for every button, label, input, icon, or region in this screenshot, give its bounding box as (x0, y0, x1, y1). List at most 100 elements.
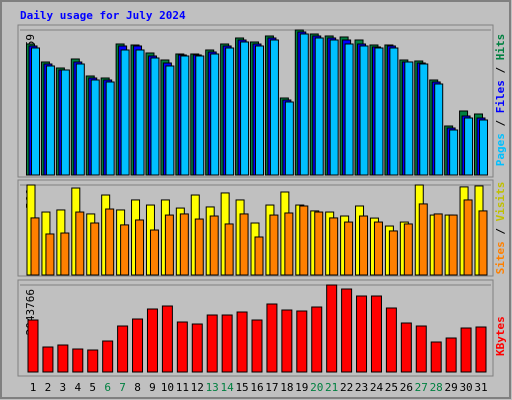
bar (448, 214, 458, 276)
x-tick-label: 10 (161, 381, 174, 394)
bar (374, 47, 384, 176)
bar (30, 217, 40, 276)
bar (311, 306, 323, 373)
bar (299, 205, 309, 276)
bar (400, 322, 412, 373)
bar (341, 288, 353, 373)
bar (45, 65, 55, 176)
bar (370, 295, 382, 373)
x-tick-label: 29 (445, 381, 458, 394)
x-tick-label: 22 (340, 381, 353, 394)
bar (389, 47, 399, 176)
bar (329, 39, 339, 176)
legend-entry: KBytes (494, 316, 507, 356)
bar (180, 55, 190, 176)
bar (329, 217, 339, 276)
x-tick-label: 30 (459, 381, 472, 394)
bar (191, 323, 203, 373)
bar (146, 308, 158, 373)
bar (117, 325, 129, 373)
bar (225, 47, 235, 176)
bar (42, 346, 54, 373)
bar (251, 319, 263, 373)
bar (269, 214, 279, 276)
x-tick-label: 24 (370, 381, 384, 394)
bar (120, 49, 130, 176)
legend-entry: Hits (494, 34, 507, 61)
chart-title: Daily usage for July 2024 (20, 9, 186, 22)
legend-entry: Visits (494, 182, 507, 222)
bar (415, 325, 427, 373)
x-tick-label: 23 (355, 381, 368, 394)
bar (284, 212, 294, 276)
bar (236, 311, 248, 373)
bar (449, 129, 459, 176)
bar (210, 53, 220, 176)
bar (434, 83, 444, 176)
bar (90, 79, 100, 176)
bar (359, 45, 369, 176)
bar (75, 211, 85, 276)
legend: Pages / Files / Hits (494, 34, 507, 167)
bar (404, 61, 414, 176)
bar (284, 101, 294, 176)
bar (254, 236, 264, 276)
x-tick-label: 19 (295, 381, 308, 394)
bar (359, 215, 369, 276)
bar (31, 47, 40, 176)
bar (478, 210, 488, 276)
bar (195, 55, 205, 176)
bar (102, 340, 114, 373)
x-tick-label: 5 (89, 381, 96, 394)
bar (87, 349, 99, 373)
x-tick-label: 16 (250, 381, 263, 394)
bar (239, 213, 249, 276)
bar (296, 310, 308, 373)
x-tick-label: 17 (265, 381, 278, 394)
bar (57, 344, 69, 373)
bar (209, 215, 219, 276)
bar (90, 222, 100, 276)
bar (479, 119, 488, 176)
bar (314, 211, 324, 276)
bar (224, 223, 234, 276)
x-tick-label: 4 (74, 381, 81, 394)
x-tick-label: 25 (385, 381, 398, 394)
x-tick-label: 14 (221, 381, 235, 394)
bar (445, 337, 457, 373)
bar (475, 326, 487, 373)
bar (460, 327, 472, 373)
bar (135, 219, 145, 276)
bar (344, 221, 354, 276)
bar (45, 233, 55, 276)
x-tick-label: 13 (206, 381, 219, 394)
x-tick-label: 2 (45, 381, 52, 394)
bar (161, 305, 173, 373)
bar (120, 224, 130, 276)
bar (60, 69, 70, 176)
x-tick-label: 21 (325, 381, 338, 394)
bar (403, 223, 413, 276)
bar (150, 57, 160, 176)
bar (72, 348, 84, 373)
bar (194, 218, 204, 276)
bar (266, 303, 278, 373)
x-tick-label: 1 (30, 381, 37, 394)
bar (75, 63, 85, 176)
bar (433, 213, 443, 276)
bar (221, 314, 233, 373)
bar (418, 203, 428, 276)
x-tick-label: 3 (60, 381, 67, 394)
bar (176, 321, 188, 373)
x-tick-label: 20 (310, 381, 323, 394)
bar (240, 41, 250, 176)
x-tick-label: 6 (104, 381, 111, 394)
bar (206, 314, 218, 373)
bar (165, 65, 175, 176)
bar (419, 63, 429, 176)
x-tick-label: 18 (280, 381, 293, 394)
bar (373, 221, 383, 276)
bar (464, 117, 474, 176)
